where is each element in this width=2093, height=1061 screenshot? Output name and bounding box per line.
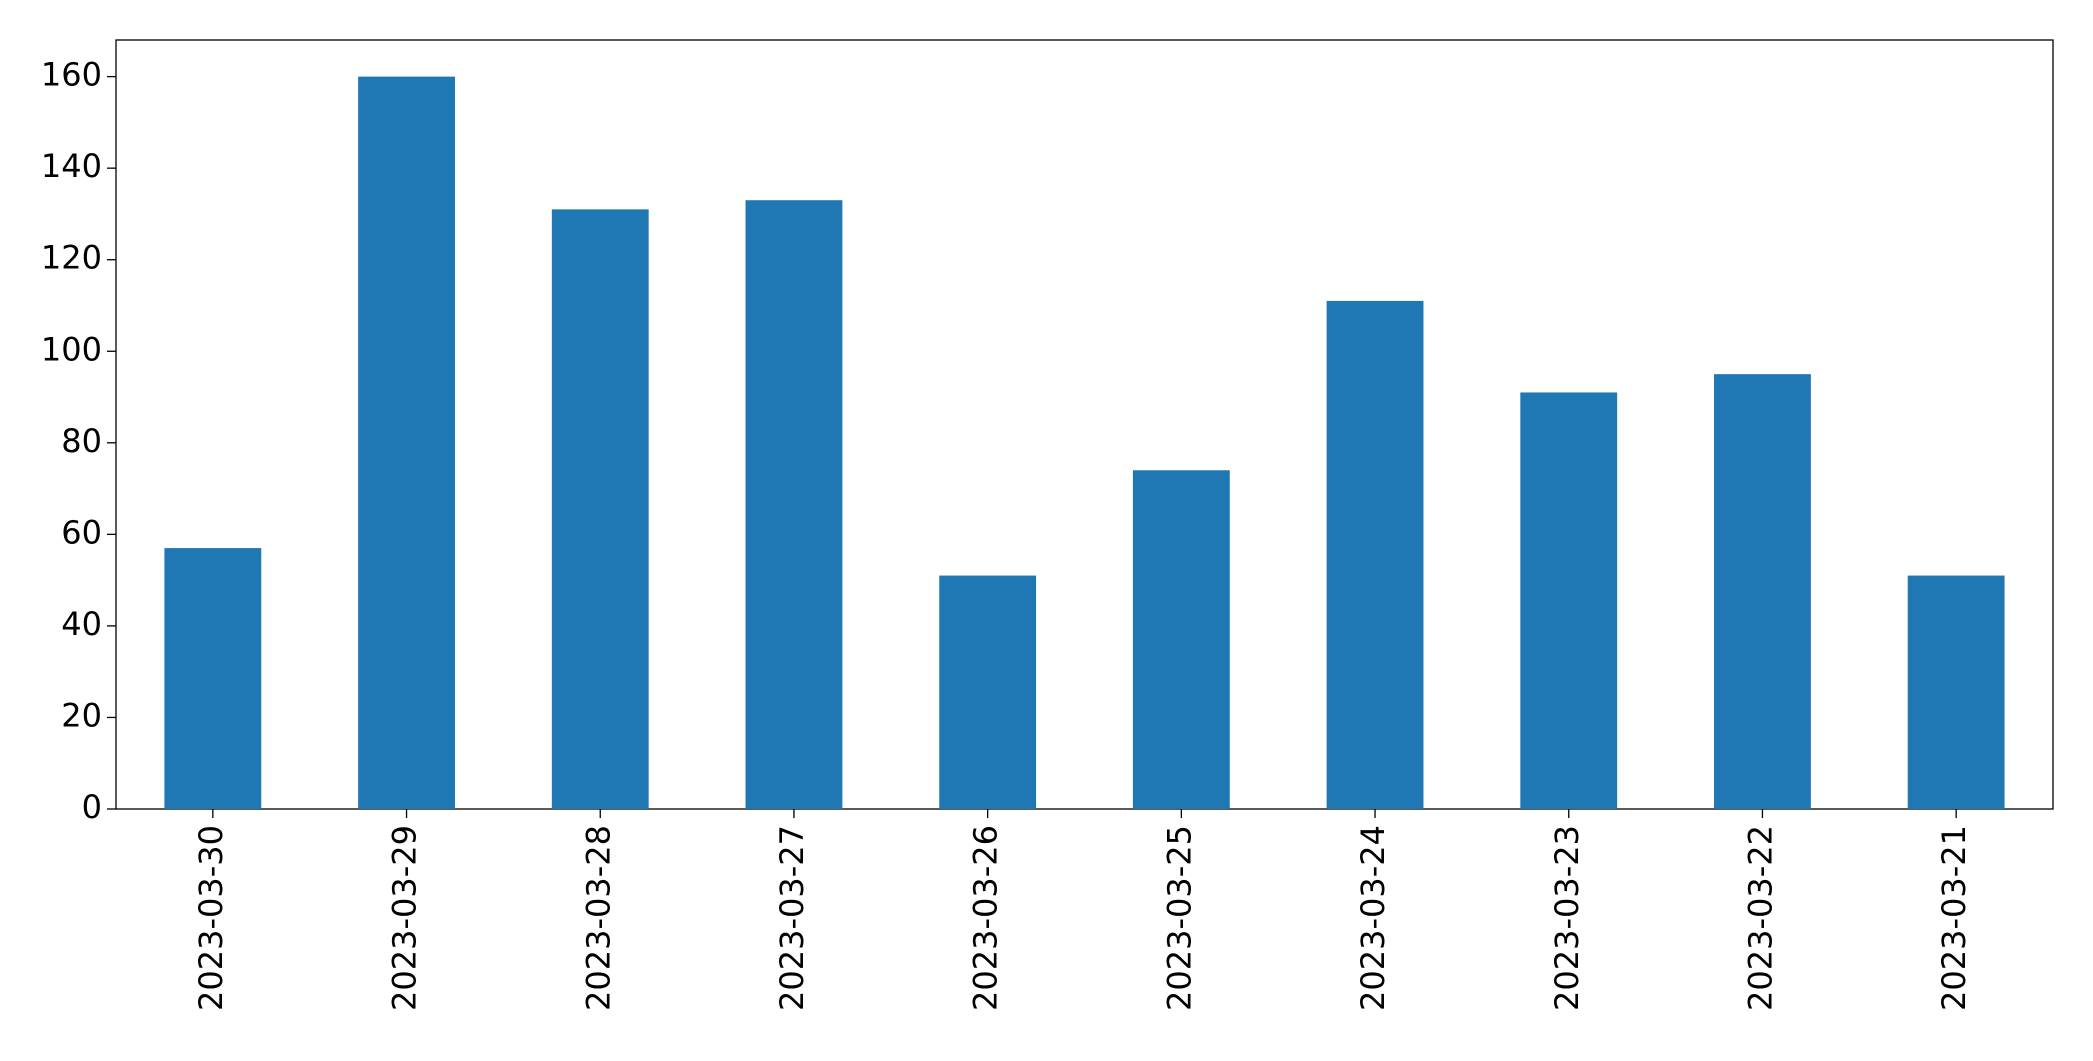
y-tick-label: 80 [61,422,102,460]
x-tick-label: 2023-03-26 [967,825,1005,1011]
y-tick-label: 0 [82,788,102,826]
y-tick-label: 100 [41,330,102,368]
x-tick-label: 2023-03-23 [1548,825,1586,1011]
x-tick-label: 2023-03-24 [1354,825,1392,1011]
x-tick-label: 2023-03-22 [1741,825,1779,1011]
bar [358,76,455,810]
bar [745,200,843,810]
y-tick-label: 20 [61,696,102,734]
x-tick-label: 2023-03-21 [1935,825,1973,1011]
y-tick-label: 60 [61,513,102,551]
bar [1326,300,1424,809]
y-tick-label: 140 [41,147,102,185]
x-tick-label: 2023-03-30 [192,825,230,1011]
axes-frame [115,39,2054,810]
bar [1907,575,2005,809]
bar [551,209,649,809]
y-tick-label: 40 [61,605,102,643]
bar [1132,470,1230,809]
bar [1714,374,1811,809]
x-tick-label: 2023-03-27 [773,825,811,1011]
y-tick-label: 160 [41,56,102,94]
bar [164,548,262,809]
y-tick-label: 120 [41,239,102,277]
x-tick-label: 2023-03-29 [386,825,424,1011]
bar [1520,392,1618,809]
x-tick-label: 2023-03-28 [579,825,617,1011]
x-tick-label: 2023-03-25 [1160,825,1198,1011]
bar [939,575,1037,809]
